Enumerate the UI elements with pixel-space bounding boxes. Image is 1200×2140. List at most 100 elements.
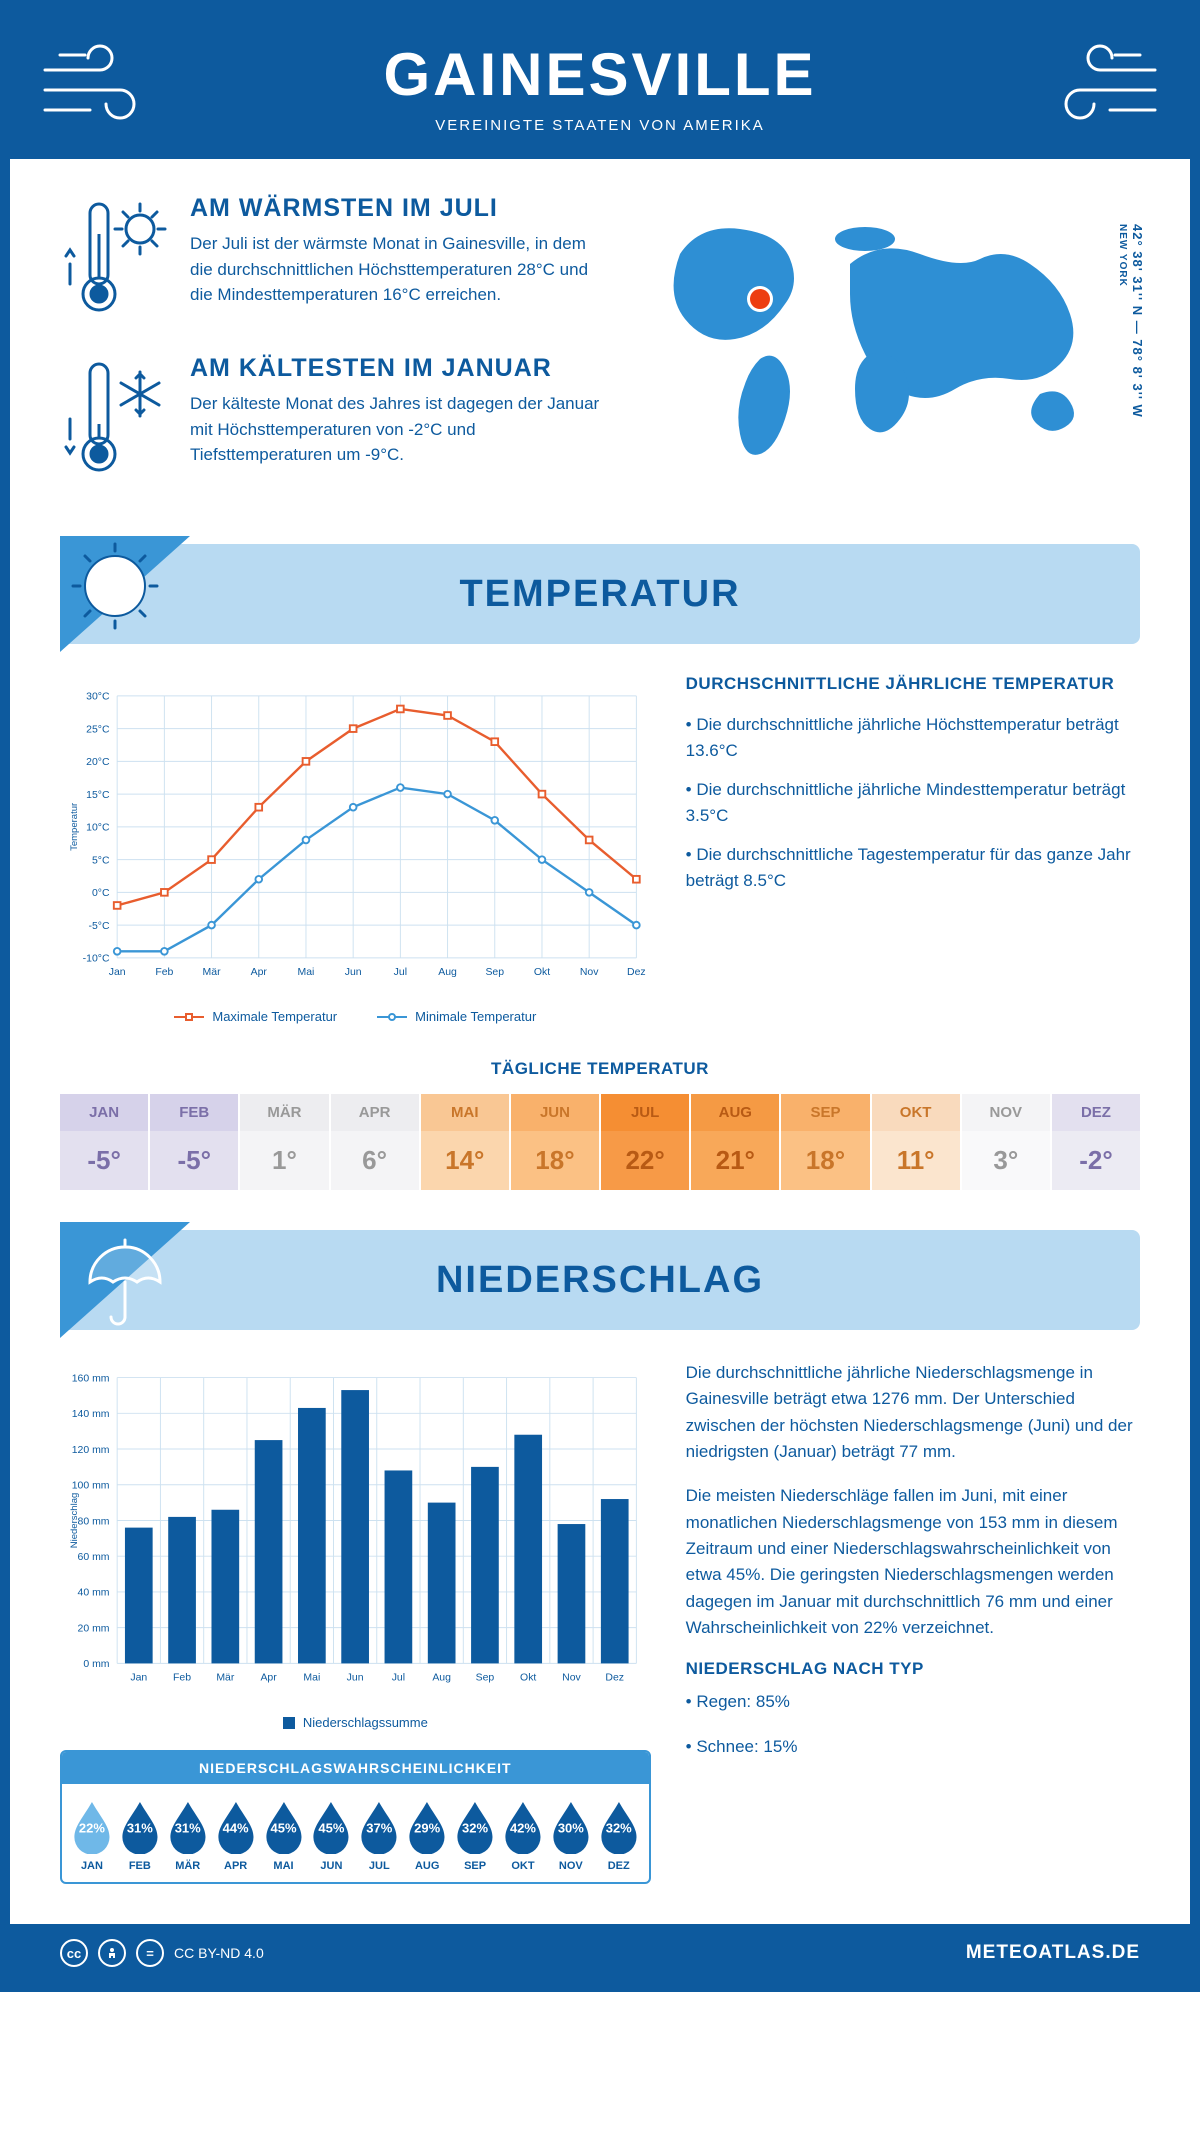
prob-drop: 44% APR [214,1796,258,1872]
precip-type-title: NIEDERSCHLAG NACH TYP [686,1659,1140,1679]
avg-temp-title: DURCHSCHNITTLICHE JÄHRLICHE TEMPERATUR [686,674,1140,694]
site-name: METEOATLAS.DE [966,1942,1140,1964]
svg-text:160 mm: 160 mm [72,1373,110,1384]
warmest-title: AM WÄRMSTEN IM JULI [190,194,610,223]
prob-drop: 32% SEP [453,1796,497,1872]
prob-drop: 22% JAN [70,1796,114,1872]
svg-text:40 mm: 40 mm [78,1588,110,1599]
prob-drop: 31% MÄR [166,1796,210,1872]
svg-text:Mär: Mär [203,967,222,978]
month-cell: APR 6° [331,1094,421,1190]
location-marker [750,289,770,309]
svg-text:Okt: Okt [534,967,550,978]
prob-title: NIEDERSCHLAGSWAHRSCHEINLICHKEIT [62,1752,649,1784]
svg-text:15°C: 15°C [86,790,110,801]
header: GAINESVILLE VEREINIGTE STAATEN VON AMERI… [10,10,1190,159]
svg-text:Dez: Dez [627,967,646,978]
wind-icon [1020,40,1160,130]
precip-type1: • Regen: 85% [686,1689,1140,1715]
svg-text:Jun: Jun [345,967,362,978]
svg-text:20 mm: 20 mm [78,1623,110,1634]
temperature-line-chart: -10°C-5°C0°C5°C10°C15°C20°C25°C30°CJanFe… [60,674,651,994]
svg-text:100 mm: 100 mm [72,1481,110,1492]
svg-text:140 mm: 140 mm [72,1409,110,1420]
umbrella-icon [60,1222,190,1338]
daily-temp-title: TÄGLICHE TEMPERATUR [10,1059,1190,1079]
month-cell: NOV 3° [962,1094,1052,1190]
svg-text:-10°C: -10°C [83,954,110,965]
svg-text:Niederschlag: Niederschlag [69,1493,80,1549]
month-cell: MAI 14° [421,1094,511,1190]
precipitation-title: NIEDERSCHLAG [436,1259,764,1302]
svg-text:30°C: 30°C [86,692,110,703]
svg-text:Sep: Sep [485,967,504,978]
svg-text:Aug: Aug [432,1673,451,1684]
svg-text:Aug: Aug [438,967,457,978]
prob-drop: 45% MAI [262,1796,306,1872]
coldest-text: Der kälteste Monat des Jahres ist dagege… [190,391,610,468]
cc-icon: cc [60,1939,88,1967]
svg-text:Jan: Jan [109,967,126,978]
svg-text:Jul: Jul [392,1673,405,1684]
month-cell: AUG 21° [691,1094,781,1190]
prob-drop: 30% NOV [549,1796,593,1872]
svg-text:20°C: 20°C [86,757,110,768]
svg-text:0 mm: 0 mm [83,1659,109,1670]
sun-icon [60,536,190,652]
month-cell: JUL 22° [601,1094,691,1190]
month-cell: FEB -5° [150,1094,240,1190]
footer: cc = CC BY-ND 4.0 METEOATLAS.DE [10,1924,1190,1982]
month-cell: JAN -5° [60,1094,150,1190]
avg-temp-b1: • Die durchschnittliche jährliche Höchst… [686,712,1140,763]
svg-text:Jun: Jun [347,1673,364,1684]
city-title: GAINESVILLE [10,40,1190,109]
svg-text:Apr: Apr [251,967,268,978]
cc-by-icon [98,1939,126,1967]
warmest-block: AM WÄRMSTEN IM JULI Der Juli ist der wär… [60,194,610,324]
svg-text:Apr: Apr [260,1673,277,1684]
country-subtitle: VEREINIGTE STAATEN VON AMERIKA [10,117,1190,134]
svg-text:Mai: Mai [303,1673,320,1684]
license-text: CC BY-ND 4.0 [174,1945,264,1961]
precip-probability-box: NIEDERSCHLAGSWAHRSCHEINLICHKEIT 22% JAN … [60,1750,651,1884]
prob-drop: 37% JUL [357,1796,401,1872]
prob-drop: 42% OKT [501,1796,545,1872]
svg-text:Mär: Mär [216,1673,235,1684]
precip-p1: Die durchschnittliche jährliche Niedersc… [686,1360,1140,1465]
avg-temp-b3: • Die durchschnittliche Tagestemperatur … [686,842,1140,893]
svg-text:Jan: Jan [130,1673,147,1684]
coldest-block: AM KÄLTESTEN IM JANUAR Der kälteste Mona… [60,354,610,484]
svg-text:Dez: Dez [605,1673,624,1684]
svg-text:-5°C: -5°C [88,921,109,932]
svg-text:Nov: Nov [580,967,599,978]
month-cell: MÄR 1° [240,1094,330,1190]
precipitation-bar-chart: 0 mm20 mm40 mm60 mm80 mm100 mm120 mm140 … [60,1360,651,1700]
prob-drop: 29% AUG [405,1796,449,1872]
svg-text:Feb: Feb [173,1673,191,1684]
svg-text:Temperatur: Temperatur [69,802,80,851]
precip-p2: Die meisten Niederschläge fallen im Juni… [686,1483,1140,1641]
svg-text:Feb: Feb [155,967,173,978]
svg-text:Okt: Okt [520,1673,536,1684]
temp-chart-legend: Maximale Temperatur Minimale Temperatur [60,1009,651,1024]
thermometer-cold-icon [60,354,170,484]
avg-temp-b2: • Die durchschnittliche jährliche Mindes… [686,777,1140,828]
svg-text:10°C: 10°C [86,823,110,834]
temperature-section-header: TEMPERATUR [60,544,1140,644]
svg-text:Nov: Nov [562,1673,581,1684]
intro-section: AM WÄRMSTEN IM JULI Der Juli ist der wär… [10,159,1190,544]
month-cell: DEZ -2° [1052,1094,1140,1190]
month-cell: SEP 18° [781,1094,871,1190]
month-cell: OKT 11° [872,1094,962,1190]
precip-type2: • Schnee: 15% [686,1734,1140,1760]
temperature-title: TEMPERATUR [459,573,740,616]
svg-text:Mai: Mai [298,967,315,978]
svg-text:Jul: Jul [394,967,407,978]
cc-nd-icon: = [136,1939,164,1967]
month-cell: JUN 18° [511,1094,601,1190]
svg-text:Sep: Sep [476,1673,495,1684]
precipitation-section-header: NIEDERSCHLAG [60,1230,1140,1330]
daily-temp-table: JAN -5° FEB -5° MÄR 1° APR 6° MAI 14° JU… [60,1094,1140,1190]
prob-drop: 45% JUN [309,1796,353,1872]
svg-text:120 mm: 120 mm [72,1445,110,1456]
